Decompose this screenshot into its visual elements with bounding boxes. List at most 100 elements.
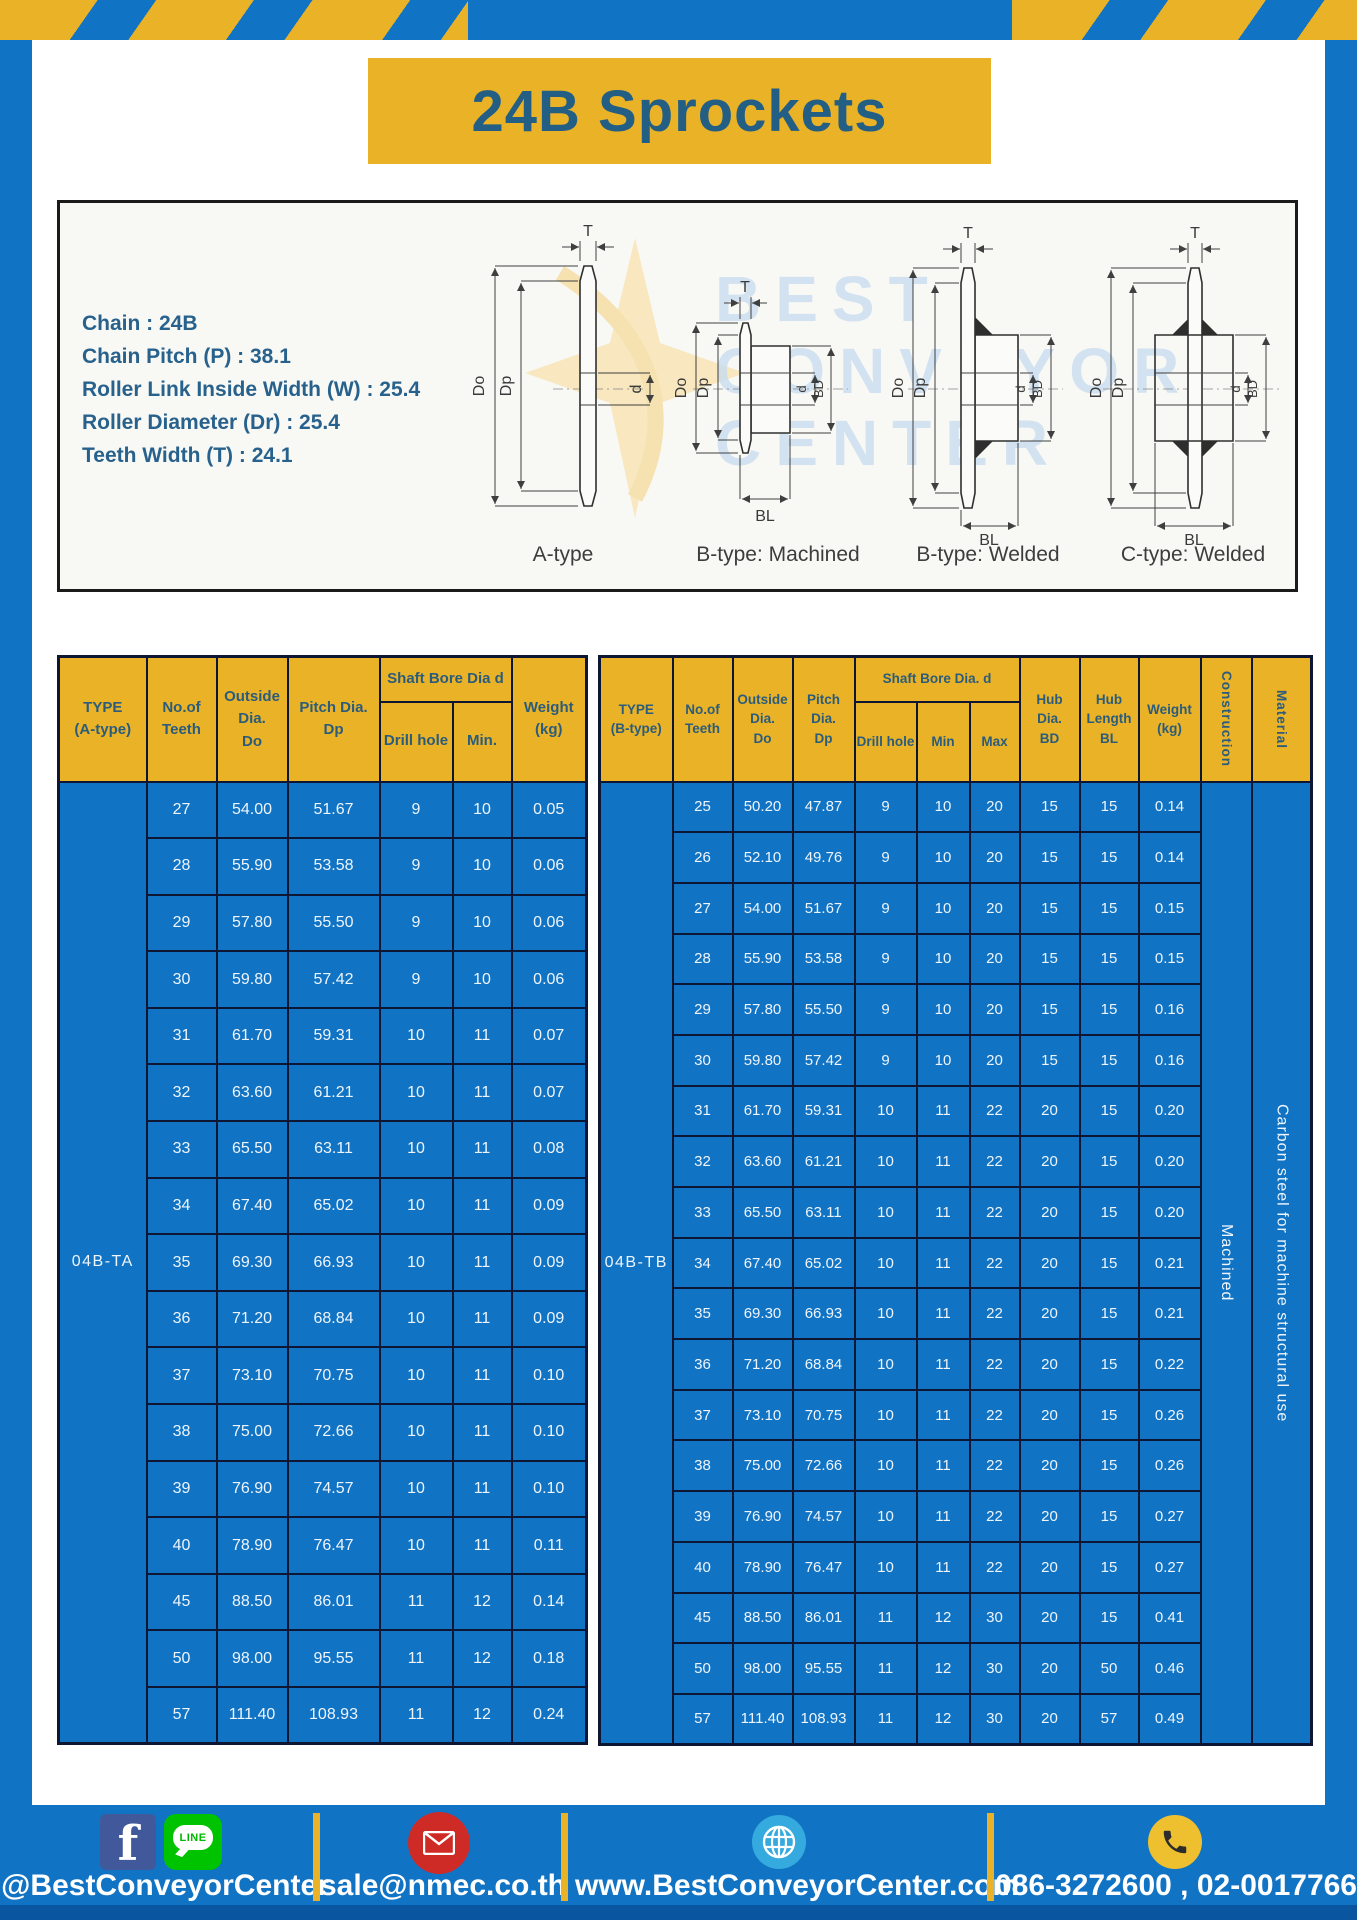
table-cell: 30: [968, 1692, 1021, 1746]
spec-line-teeth-width: Teeth Width (T) : 24.1: [82, 444, 293, 467]
table-cell: 20: [968, 780, 1021, 834]
col-header-teeth: No.of Teeth: [671, 655, 734, 783]
table-cell: 68.84: [286, 1289, 381, 1349]
table-cell: 25: [671, 780, 734, 834]
table-row: 31 61.70 59.31 10 11 0.07: [59, 1006, 588, 1066]
table-cell: 0.20: [1137, 1186, 1202, 1239]
globe-icon: [752, 1815, 806, 1869]
table-cell: 0.21: [1137, 1236, 1202, 1290]
table-cell: 15: [1078, 1287, 1140, 1341]
table-row: 29 57.80 55.50 9 10 0.06: [59, 893, 588, 953]
table-cell: 61.70: [215, 1006, 289, 1066]
a-type-table-body: 04B-TA 27 54.00 51.67 9 10 0.05 28 55.90 53.58 9 10…: [57, 780, 588, 1745]
table-cell: 63.11: [286, 1120, 381, 1179]
dim-label-do: Do: [1088, 378, 1105, 399]
table-cell: 9: [853, 881, 918, 935]
table-cell: 71.20: [731, 1338, 794, 1391]
table-cell: 10: [378, 1346, 454, 1406]
email-address: sale@nmec.co.th: [320, 1869, 567, 1902]
table-cell: 55.90: [731, 932, 794, 986]
table-cell: 15: [1078, 1338, 1140, 1391]
table-cell: 10: [853, 1186, 918, 1239]
dim-label-bd: BD: [1030, 380, 1045, 398]
table-cell: 36: [145, 1289, 218, 1349]
table-cell: 22: [968, 1287, 1021, 1341]
table-row: 04B-TB 25 50.20 47.87 9 10 20 15 15 0.14 Machined C…: [598, 780, 1313, 1746]
table-cell: 10: [378, 1063, 454, 1123]
table-cell: 20: [1018, 1135, 1081, 1188]
table-cell: 0.11: [510, 1516, 588, 1575]
construction-value: Machined: [1199, 780, 1253, 1746]
table-cell: 15: [1018, 932, 1081, 986]
table-cell: 11: [853, 1642, 918, 1695]
table-cell: 15: [1018, 983, 1081, 1036]
table-cell: 76.90: [215, 1459, 289, 1519]
type-label: 04B-TB: [598, 780, 674, 1746]
col-header-shaft-bore: Shaft Bore Dia d: [378, 655, 513, 703]
table-row: 36 71.20 68.84 10 11 0.09: [59, 1289, 588, 1349]
table-cell: 9: [378, 950, 454, 1009]
table-cell: 11: [853, 1692, 918, 1746]
table-cell: 54.00: [731, 881, 794, 935]
table-row: 35 69.30 66.93 10 11 0.09: [59, 1233, 588, 1292]
table-cell: 0.09: [510, 1233, 588, 1292]
table-cell: 10: [378, 1459, 454, 1519]
table-cell: 10: [853, 1338, 918, 1391]
table-cell: 71.20: [215, 1289, 289, 1349]
table-cell: 65.02: [286, 1176, 381, 1236]
table-cell: 0.06: [510, 893, 588, 953]
table-cell: 0.22: [1137, 1338, 1202, 1391]
table-cell: 61.21: [286, 1063, 381, 1123]
table-cell: 22: [968, 1388, 1021, 1442]
b-type-table: TYPE (B-type) No.of Teeth Outside Dia. D…: [598, 655, 1313, 1747]
table-cell: 15: [1078, 983, 1140, 1036]
table-cell: 11: [378, 1686, 454, 1745]
table-cell: 10: [915, 983, 971, 1036]
table-cell: 86.01: [791, 1591, 856, 1645]
table-cell: 10: [378, 1403, 454, 1462]
table-row: 38 75.00 72.66 10 11 22 20 15 0.26: [600, 1439, 1312, 1493]
table-cell: 63.60: [731, 1135, 794, 1188]
table-cell: 63.60: [215, 1063, 289, 1123]
table-cell: 15: [1078, 1388, 1140, 1442]
table-cell: 15: [1078, 1591, 1140, 1645]
table-cell: 11: [915, 1388, 971, 1442]
table-cell: 15: [1018, 831, 1081, 884]
table-cell: 37: [671, 1388, 734, 1442]
table-cell: 69.30: [731, 1287, 794, 1341]
col-header-weight: Weight (kg): [510, 655, 588, 783]
table-cell: 10: [853, 1439, 918, 1493]
table-cell: 57: [671, 1692, 734, 1746]
table-cell: 11: [915, 1338, 971, 1391]
drawing-a-type: T Do Dp d: [471, 223, 654, 507]
table-cell: 15: [1078, 1236, 1140, 1290]
table-cell: 59.80: [215, 950, 289, 1009]
table-cell: 11: [915, 1084, 971, 1138]
table-cell: 98.00: [215, 1629, 289, 1688]
table-cell: 57.80: [731, 983, 794, 1036]
table-cell: 35: [145, 1233, 218, 1292]
table-cell: 34: [671, 1236, 734, 1290]
table-cell: 15: [1078, 932, 1140, 986]
footer-divider: [987, 1813, 994, 1901]
table-cell: 76.90: [731, 1490, 794, 1543]
dim-label-d: d: [628, 385, 645, 394]
phone-numbers: 086-3272600 , 02-0017766: [995, 1869, 1357, 1902]
table-cell: 72.66: [286, 1403, 381, 1462]
table-cell: 75.00: [731, 1439, 794, 1493]
table-cell: 0.26: [1137, 1388, 1202, 1442]
table-cell: 0.14: [1137, 831, 1202, 884]
table-cell: 51.67: [791, 881, 856, 935]
table-cell: 10: [378, 1176, 454, 1236]
table-cell: 0.09: [510, 1176, 588, 1236]
table-cell: 0.14: [1137, 780, 1202, 834]
facebook-icon: f: [100, 1814, 156, 1870]
table-cell: 29: [671, 983, 734, 1036]
dim-label-do: Do: [673, 378, 690, 399]
table-row: 32 63.60 61.21 10 11 22 20 15 0.20: [600, 1135, 1312, 1188]
table-cell: 11: [451, 1120, 513, 1179]
page-title: 24B Sprockets: [471, 78, 888, 144]
spec-line-pitch: Chain Pitch (P) : 38.1: [82, 345, 291, 368]
table-cell: 78.90: [215, 1516, 289, 1575]
table-cell: 20: [1018, 1591, 1081, 1645]
